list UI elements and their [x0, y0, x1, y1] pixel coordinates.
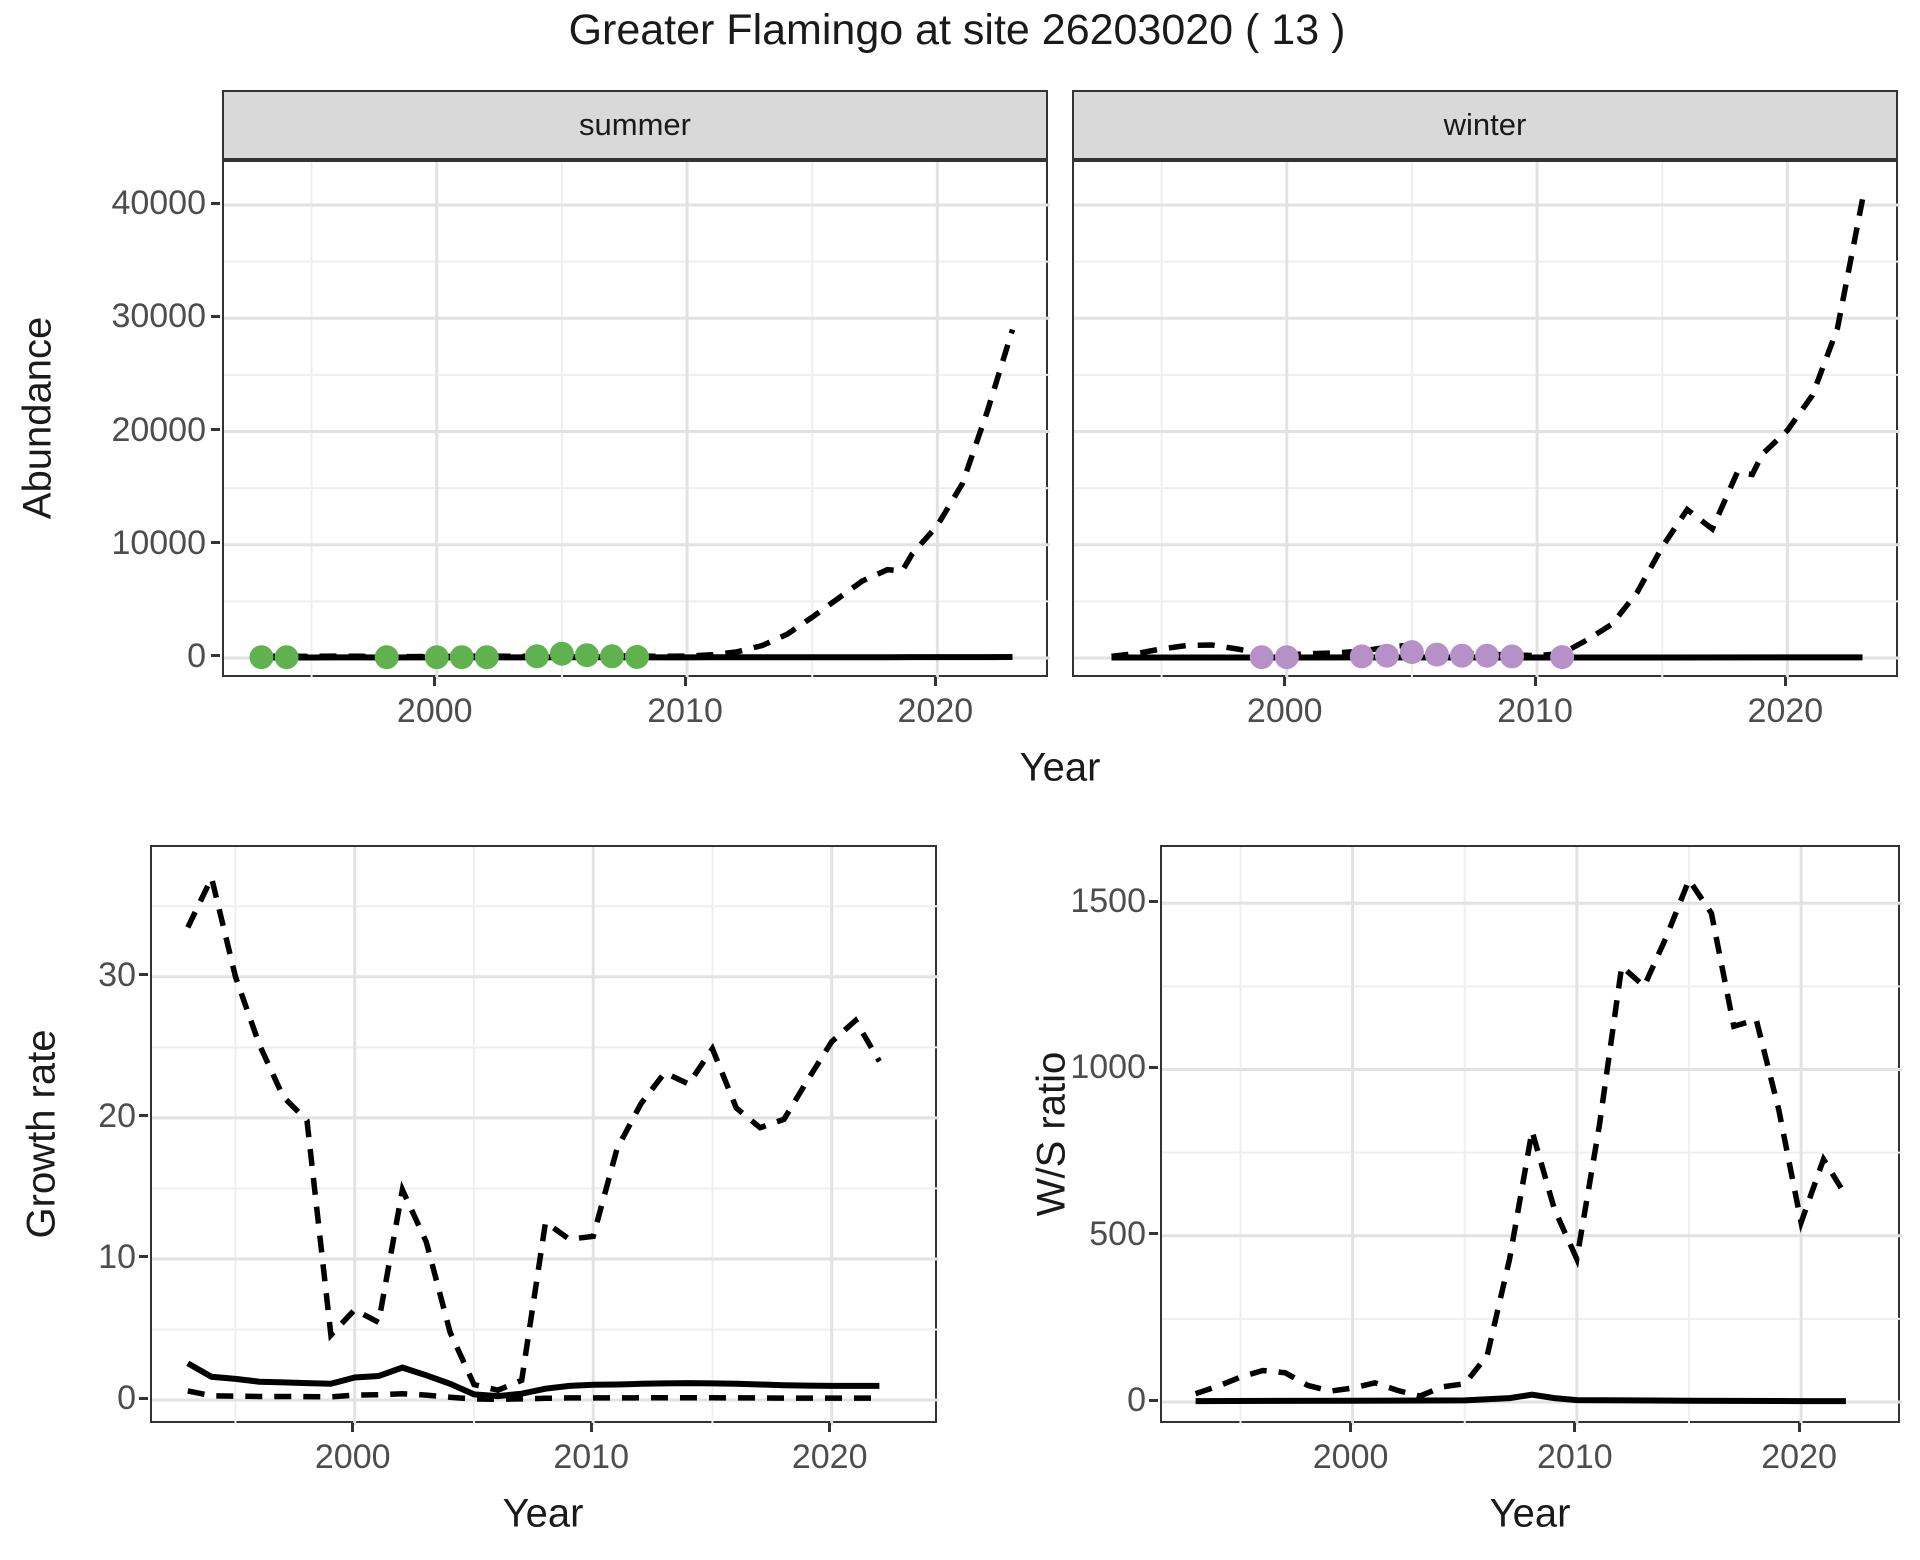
observed-counts-point — [1424, 642, 1449, 667]
y-tick-mark — [139, 1255, 148, 1259]
y-tick-label: 30 — [98, 955, 136, 994]
y-tick-mark — [211, 314, 220, 318]
observed-counts-point — [549, 641, 574, 666]
x-tick-label: 2020 — [897, 692, 974, 730]
y-tick-label: 20000 — [111, 410, 206, 449]
observed-counts-point — [249, 645, 274, 670]
y-tick-mark — [139, 973, 148, 977]
observed-counts-point — [274, 645, 299, 670]
x-tick-mark — [433, 677, 437, 686]
y-tick-label: 1000 — [1070, 1048, 1146, 1087]
x-axis-title-year-growth: Year — [502, 1491, 584, 1536]
chart-title: Greater Flamingo at site 26203020 ( 13 ) — [568, 6, 1346, 54]
facet-strip-summer: summer — [222, 90, 1048, 160]
plot-area-abundance-winter — [1074, 162, 1900, 679]
observed-counts-point — [574, 643, 599, 668]
x-tick-label: 2000 — [1312, 1438, 1389, 1476]
x-tick-mark — [351, 1423, 355, 1432]
x-tick-label: 2020 — [1761, 1438, 1837, 1476]
observed-counts-point — [1349, 644, 1374, 669]
x-tick-mark — [1349, 1423, 1353, 1432]
x-tick-mark — [1533, 677, 1537, 686]
y-tick-label: 0 — [117, 1379, 136, 1418]
y-tick-label: 0 — [187, 636, 206, 675]
dashed-upper-bound-line — [1111, 198, 1866, 660]
plot-panel-abundance-summer — [222, 160, 1050, 679]
y-tick-label: 20 — [98, 1096, 136, 1135]
x-tick-mark — [1783, 677, 1787, 686]
x-tick-mark — [1283, 677, 1287, 686]
x-tick-mark — [1797, 1423, 1801, 1432]
y-tick-mark — [1149, 899, 1158, 903]
y-tick-mark — [139, 1114, 148, 1118]
x-tick-label: 2000 — [396, 692, 473, 730]
plot-panel-abundance-winter — [1072, 160, 1900, 679]
y-tick-mark — [211, 654, 220, 658]
plot-area-ws-ratio — [1162, 847, 1902, 1425]
x-tick-mark — [933, 677, 937, 686]
dashed-upper-bound-line — [185, 869, 882, 1394]
observed-counts-point — [1450, 643, 1474, 668]
y-tick-label: 500 — [1089, 1214, 1146, 1253]
facet-strip-summer-label: summer — [579, 107, 691, 142]
x-tick-label: 2010 — [1497, 692, 1573, 730]
y-tick-label: 10 — [98, 1237, 136, 1276]
x-tick-label: 2010 — [1537, 1438, 1613, 1476]
y-tick-label: 40000 — [111, 184, 206, 223]
y-tick-mark — [211, 201, 220, 205]
y-tick-label: 0 — [1127, 1381, 1146, 1420]
facet-strip-winter: winter — [1072, 90, 1898, 160]
observed-counts-point — [1550, 645, 1575, 670]
x-tick-label: 2000 — [314, 1438, 391, 1476]
observed-counts-point — [1500, 644, 1524, 669]
y-tick-label: 10000 — [111, 523, 206, 562]
y-tick-mark — [139, 1396, 148, 1400]
x-tick-label: 2020 — [791, 1438, 868, 1476]
observed-counts-point — [600, 644, 624, 669]
observed-counts-point — [1475, 643, 1499, 668]
observed-counts-point — [449, 645, 474, 670]
x-axis-title-year-top: Year — [1019, 745, 1101, 790]
observed-counts-point — [625, 644, 649, 669]
solid-estimate-line — [186, 1360, 880, 1400]
y-tick-label: 1500 — [1070, 882, 1146, 921]
x-tick-label: 2000 — [1246, 692, 1323, 730]
x-tick-mark — [683, 677, 687, 686]
x-axis-title-year-ws: Year — [1489, 1491, 1571, 1536]
observed-counts-point — [474, 645, 499, 670]
observed-counts-point — [374, 645, 399, 670]
observed-counts-point — [524, 644, 549, 669]
y-tick-label: 30000 — [111, 297, 206, 336]
x-tick-mark — [1573, 1423, 1577, 1432]
observed-counts-point — [1274, 645, 1299, 670]
plot-panel-growth-rate — [150, 845, 939, 1425]
y-tick-mark — [1149, 1065, 1158, 1069]
dashed-ratio-line — [1194, 874, 1849, 1399]
x-tick-mark — [589, 1423, 593, 1432]
y-tick-mark — [211, 541, 220, 545]
solid-ratio-line — [1195, 1391, 1846, 1405]
x-tick-mark — [828, 1423, 832, 1432]
y-tick-mark — [1149, 1232, 1158, 1236]
y-tick-mark — [211, 428, 220, 431]
plot-area-growth-rate — [152, 847, 939, 1425]
x-tick-label: 2020 — [1747, 692, 1824, 730]
x-tick-label: 2010 — [647, 692, 723, 730]
facet-strip-winter-label: winter — [1443, 107, 1527, 142]
x-tick-label: 2010 — [553, 1438, 630, 1476]
observed-counts-point — [424, 645, 449, 670]
y-tick-mark — [1149, 1398, 1158, 1402]
plot-area-abundance-summer — [224, 162, 1050, 679]
plot-panel-ws-ratio — [1160, 845, 1902, 1425]
observed-counts-point — [1399, 640, 1424, 665]
observed-counts-point — [1374, 643, 1399, 668]
dashed-upper-bound-line — [261, 328, 1016, 660]
observed-counts-point — [1249, 645, 1274, 670]
